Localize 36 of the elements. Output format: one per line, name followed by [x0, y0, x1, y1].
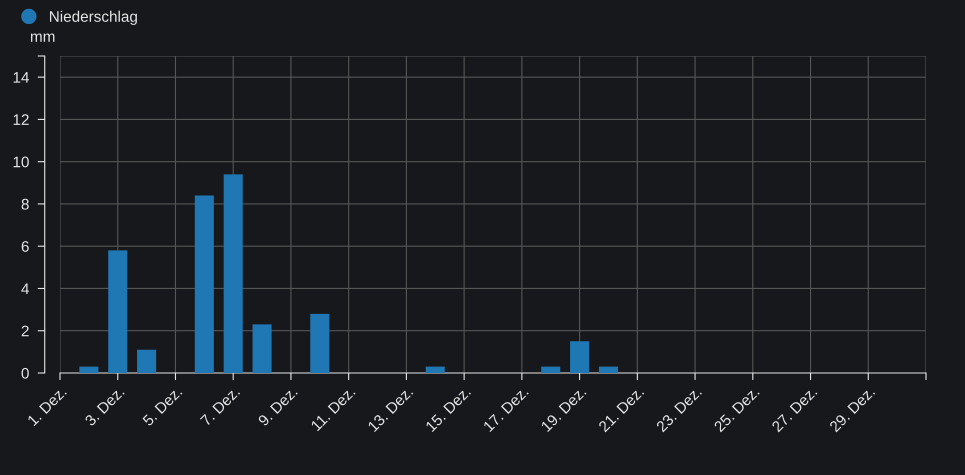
bar	[79, 366, 98, 373]
legend-label: Niederschlag	[50, 10, 137, 25]
x-tick-label: 27. Dez.	[771, 386, 818, 432]
x-tick-label: 25. Dez.	[713, 386, 760, 432]
x-tick-label: 9. Dez.	[258, 386, 298, 426]
bar	[598, 366, 618, 373]
bar	[137, 350, 156, 373]
x-tick-label: 11. Dez.	[310, 386, 356, 432]
y-tick-label: 10	[14, 156, 29, 168]
x-tick-label: 19. Dez.	[540, 386, 587, 432]
y-tick-label: 0	[22, 368, 29, 379]
y-tick-label: 4	[21, 283, 29, 294]
bar	[310, 314, 330, 373]
y-tick-label: 6	[22, 241, 29, 252]
y-tick-label: 2	[22, 326, 29, 336]
y-tick-label: 14	[14, 72, 29, 83]
bar	[252, 324, 272, 373]
bar	[108, 250, 128, 373]
bar	[224, 174, 243, 373]
x-tick-label: 23. Dez.	[656, 386, 702, 432]
x-tick-label: 1. Dez.	[27, 386, 67, 426]
x-tick-label: 21. Dez.	[598, 386, 644, 432]
x-tick-label: 5. Dez.	[142, 386, 182, 427]
x-tick-label: 17. Dez.	[482, 386, 529, 432]
y-tick-label: 12	[14, 114, 29, 125]
x-tick-label: 15. Dez.	[425, 386, 472, 432]
x-tick-label: 3. Dez.	[84, 386, 125, 427]
y-axis-title: mm	[30, 34, 54, 42]
x-tick-label: 7. Dez.	[200, 386, 240, 426]
x-tick-label: 13. Dez.	[367, 386, 414, 432]
x-tick-label: 29. Dez.	[828, 386, 876, 432]
bar	[426, 366, 445, 373]
bar	[194, 195, 214, 373]
bar	[570, 341, 590, 373]
bar	[541, 366, 560, 373]
y-tick-label: 8	[22, 198, 29, 210]
